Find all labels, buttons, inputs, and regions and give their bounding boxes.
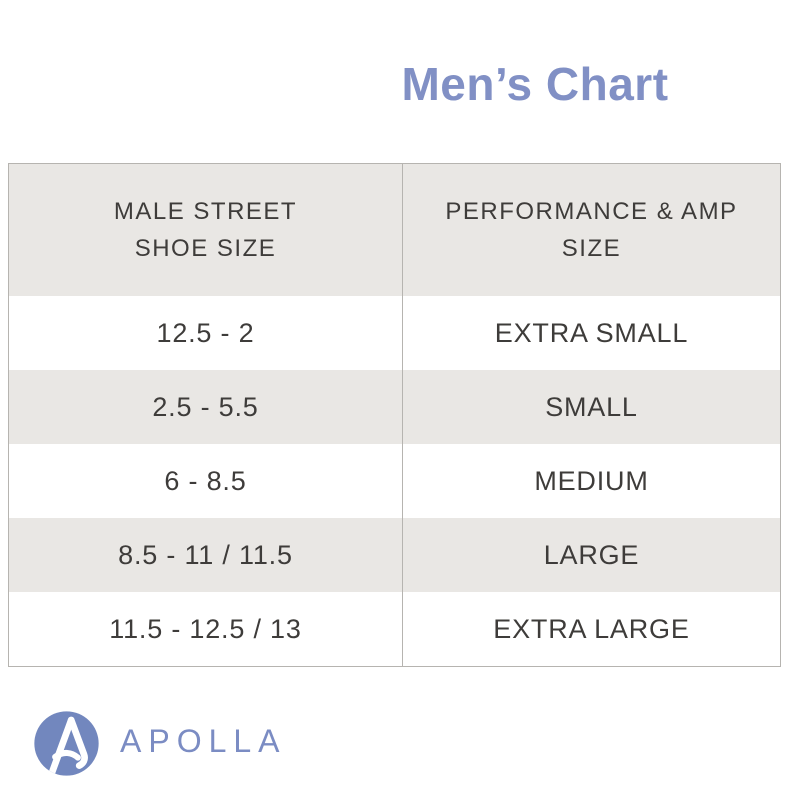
table-cell-shoe-size: 2.5 - 5.5 (9, 370, 403, 444)
table-cell-amp-size: EXTRA SMALL (402, 296, 780, 370)
table-cell-amp-size: LARGE (402, 518, 780, 592)
table-cell-amp-size: MEDIUM (402, 444, 780, 518)
column-header-shoe-size: MALE STREET SHOE SIZE (9, 164, 403, 296)
brand-footer: APOLLA (33, 710, 287, 777)
page-title: Men’s Chart (401, 58, 669, 110)
brand-wordmark: APOLLA (120, 723, 287, 759)
table-cell-shoe-size: 6 - 8.5 (9, 444, 403, 518)
table-cell-amp-size: SMALL (402, 370, 780, 444)
table-cell-shoe-size: 8.5 - 11 / 11.5 (9, 518, 403, 592)
column-header-amp-size: PERFORMANCE & AMP SIZE (402, 164, 780, 296)
apolla-a-icon (33, 710, 100, 777)
table-cell-shoe-size: 12.5 - 2 (9, 296, 403, 370)
table-cell-shoe-size: 11.5 - 12.5 / 13 (9, 592, 403, 666)
size-chart-table: MALE STREET SHOE SIZE PERFORMANCE & AMP … (8, 163, 781, 667)
table-cell-amp-size: EXTRA LARGE (402, 592, 780, 666)
